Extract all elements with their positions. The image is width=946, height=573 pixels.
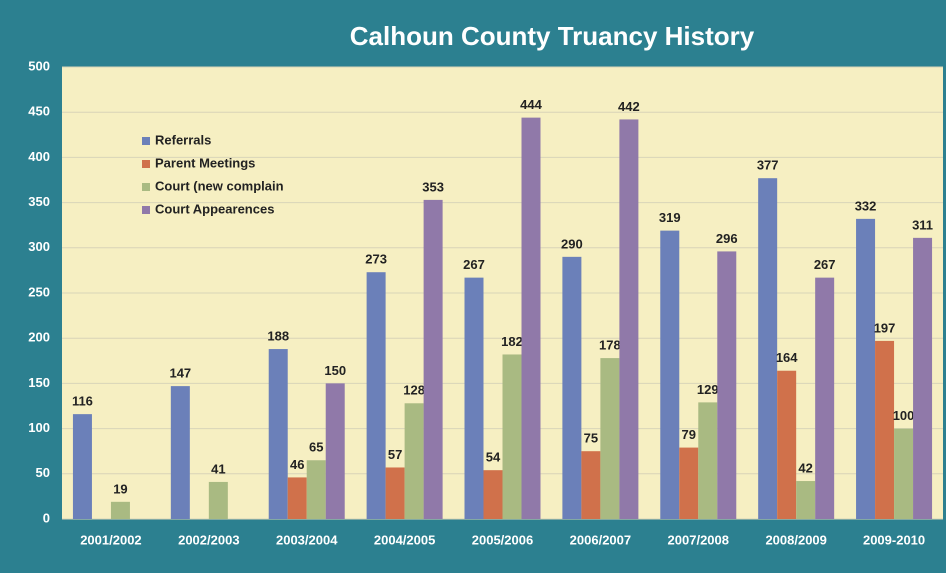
legend-label: Parent Meetings <box>155 155 255 170</box>
data-label: 353 <box>422 179 444 194</box>
bar <box>815 277 835 519</box>
bar <box>600 358 620 519</box>
data-label: 65 <box>309 440 323 455</box>
data-label: 41 <box>211 461 225 476</box>
bar <box>306 460 326 519</box>
data-label: 442 <box>618 99 640 114</box>
legend-label: Referrals <box>155 132 211 147</box>
data-label: 164 <box>776 350 798 365</box>
data-label: 129 <box>697 382 719 397</box>
data-label: 42 <box>798 460 812 475</box>
data-label: 116 <box>72 394 93 409</box>
bar <box>287 477 307 519</box>
x-tick-label: 2005/2006 <box>472 532 533 547</box>
y-tick-label: 500 <box>28 58 50 73</box>
legend-swatch <box>142 183 150 191</box>
y-tick-label: 200 <box>28 330 50 345</box>
bar <box>72 414 92 519</box>
data-label: 46 <box>290 457 304 472</box>
data-label: 150 <box>324 363 346 378</box>
y-tick-label: 450 <box>28 104 50 119</box>
legend-swatch <box>142 137 150 145</box>
legend-label: Court (new complain <box>155 178 284 193</box>
data-label: 178 <box>599 338 621 353</box>
bar <box>170 386 190 519</box>
bar <box>208 481 228 519</box>
bar <box>423 199 443 519</box>
bar <box>679 447 699 519</box>
legend-swatch <box>142 206 150 214</box>
y-tick-label: 100 <box>28 420 50 435</box>
data-label: 147 <box>169 366 191 381</box>
bar <box>856 218 876 519</box>
y-tick-label: 0 <box>43 510 50 525</box>
bar <box>717 251 737 519</box>
x-tick-label: 2004/2005 <box>374 532 435 547</box>
y-tick-label: 400 <box>28 149 50 164</box>
bar <box>777 370 797 519</box>
x-tick-label: 2009-2010 <box>863 532 925 547</box>
bar <box>325 383 345 519</box>
bar <box>464 277 484 519</box>
data-label: 319 <box>659 210 681 225</box>
bar <box>894 428 914 519</box>
legend-label: Court Appearences <box>155 201 274 216</box>
bar <box>796 481 816 519</box>
x-tick-label: 2003/2004 <box>276 532 338 547</box>
y-tick-label: 50 <box>36 465 50 480</box>
legend-swatch <box>142 160 150 168</box>
bar <box>521 117 541 520</box>
data-label: 79 <box>682 427 696 442</box>
bar <box>758 178 778 519</box>
bar <box>502 354 522 519</box>
data-label: 19 <box>113 481 127 496</box>
data-label: 54 <box>486 450 501 465</box>
data-label: 128 <box>403 383 425 398</box>
y-tick-label: 150 <box>28 375 50 390</box>
bar <box>581 451 601 519</box>
data-label: 188 <box>267 328 289 343</box>
data-label: 267 <box>463 257 485 272</box>
y-tick-label: 300 <box>28 239 50 254</box>
data-label: 273 <box>365 252 387 267</box>
bar <box>562 256 582 519</box>
data-label: 182 <box>501 334 523 349</box>
y-tick-label: 250 <box>28 284 50 299</box>
bar <box>875 340 895 519</box>
bar <box>483 470 503 519</box>
y-tick-label: 350 <box>28 194 50 209</box>
x-tick-label: 2007/2008 <box>668 532 729 547</box>
bar <box>366 272 386 519</box>
data-label: 332 <box>855 198 877 213</box>
bar <box>268 349 288 519</box>
data-label: 377 <box>757 158 779 173</box>
data-label: 444 <box>520 97 542 112</box>
data-label: 290 <box>561 236 583 251</box>
data-label: 296 <box>716 231 738 246</box>
bar <box>660 230 680 519</box>
bar <box>110 501 130 519</box>
bar <box>385 467 405 519</box>
bar <box>404 403 424 519</box>
data-label: 311 <box>912 217 933 232</box>
x-tick-label: 2001/2002 <box>80 532 141 547</box>
bar <box>619 119 639 519</box>
bar <box>913 237 933 519</box>
data-label: 75 <box>584 431 598 446</box>
data-label: 57 <box>388 447 402 462</box>
chart-title: Calhoun County Truancy History <box>350 21 755 51</box>
x-tick-label: 2008/2009 <box>765 532 826 547</box>
data-label: 197 <box>874 320 896 335</box>
data-label: 100 <box>893 408 915 423</box>
bar <box>698 402 718 519</box>
x-tick-label: 2002/2003 <box>178 532 239 547</box>
data-label: 267 <box>814 257 836 272</box>
x-tick-label: 2006/2007 <box>570 532 631 547</box>
